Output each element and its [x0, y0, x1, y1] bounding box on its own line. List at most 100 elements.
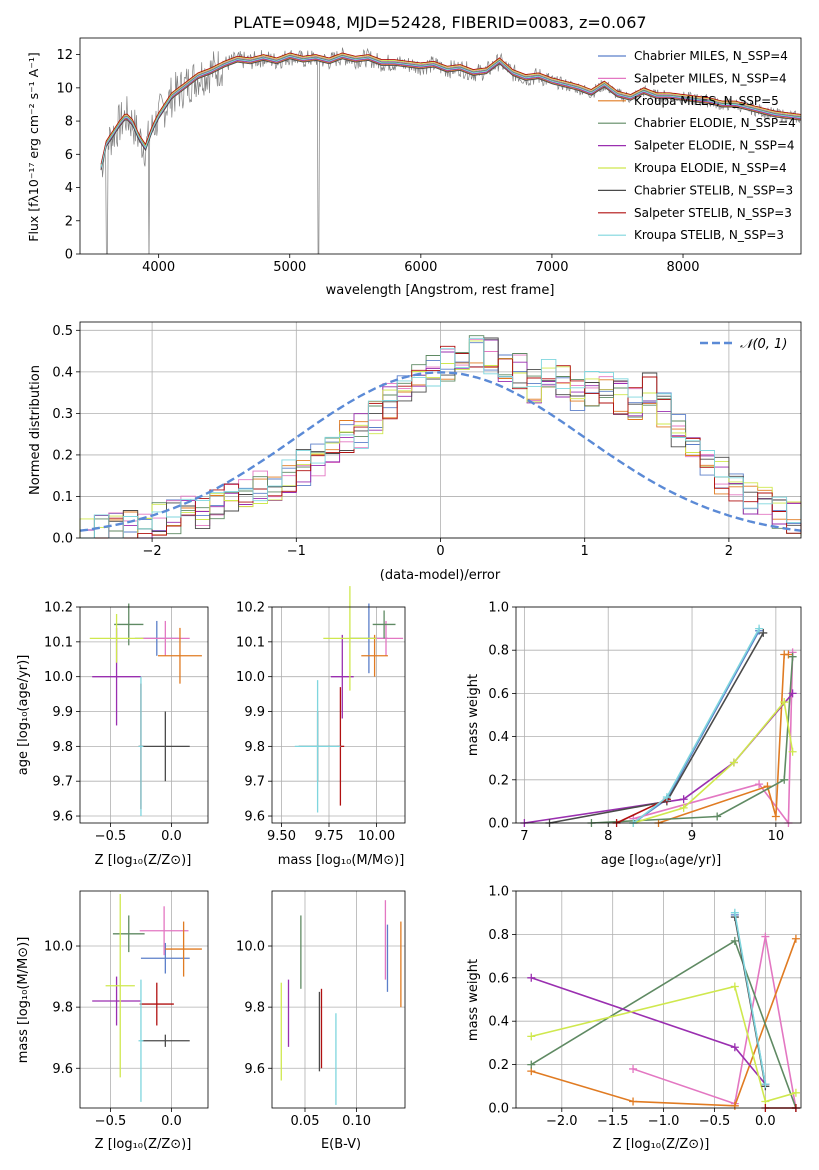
y-tick-label: 10.0 [44, 940, 73, 955]
x-tick-label: −2 [143, 544, 162, 559]
weight-line-8 [734, 912, 767, 1085]
x-tick-label: −1.5 [597, 1114, 629, 1129]
weight-line-8 [632, 628, 760, 824]
legend-label-normal: 𝒩(0, 1) [740, 337, 787, 352]
spectrum-ylabel: Flux [fλ10⁻¹⁷ erg cm⁻² s⁻¹ A⁻¹] [26, 52, 41, 241]
agemass-xlabel: mass [log₁₀(M/M⊙)] [278, 853, 405, 868]
y-tick-label: 9.8 [244, 1001, 265, 1016]
axes-frame [79, 321, 802, 539]
spectrum-lines [100, 47, 801, 254]
residual-histogram-plot: −2 −1 0 1 2 0.0 0.1 0.2 0.3 0.4 0.5 𝒩(0, 1) [52, 321, 802, 559]
x-tick-label: 8000 [666, 260, 699, 275]
weight-marker-1 [761, 932, 770, 941]
x-tick-label: −0.5 [95, 829, 127, 844]
y-tick-label: 9.6 [52, 810, 73, 825]
y-tick-label: 4 [65, 181, 73, 196]
legend-label-2: Kroupa MILES, N_SSP=5 [634, 94, 779, 108]
weight-marker-4 [730, 1043, 739, 1052]
weight-line-3 [591, 656, 794, 824]
wZ-xlabel: Z [log₁₀(Z/Z⊙)] [613, 1137, 710, 1152]
x-tick-label: 10.00 [358, 829, 395, 844]
x-tick-label: 8 [604, 829, 612, 844]
mass-weight-vs-metallicity-plot: −2.0 −1.5 −1.0 −0.5 0.0 0.0 0.2 0.4 0.6 0.8 1.0 [488, 885, 802, 1129]
y-tick-label: 10.1 [44, 635, 73, 650]
y-tick-label: 10.0 [44, 670, 73, 685]
weight-marker-5 [791, 1088, 800, 1097]
chart-title: PLATE=0948, MJD=52428, FIBERID=0083, z=0… [233, 13, 646, 32]
y-tick-label: 2 [65, 214, 73, 229]
y-tick-label: 9.7 [52, 775, 73, 790]
y-tick-label: 0.5 [52, 324, 73, 339]
weight-line-0 [632, 630, 760, 824]
y-tick-label: 0.6 [488, 687, 509, 702]
y-tick-label: 0 [65, 248, 73, 263]
weight-marker-3 [527, 1060, 536, 1069]
massZ-xlabel: Z [log₁₀(Z/Z⊙)] [95, 1137, 192, 1152]
mass-vs-ebv-plot: 0.05 0.10 9.6 9.8 10.0 [236, 890, 406, 1129]
model-line-7 [100, 52, 801, 165]
weight-marker-6 [759, 628, 768, 637]
model-line-1 [100, 54, 801, 166]
x-tick-label: 4000 [142, 260, 175, 275]
model-line-4 [100, 56, 801, 169]
y-tick-label: 9.6 [52, 1062, 73, 1077]
y-tick-label: 0.2 [488, 1058, 509, 1073]
x-tick-label: −1 [287, 544, 306, 559]
x-tick-label: −1.0 [648, 1114, 680, 1129]
x-tick-label: −0.5 [95, 1114, 127, 1129]
weight-marker-2 [730, 1101, 739, 1110]
x-tick-label: 0 [436, 544, 444, 559]
x-tick-label: −2.0 [546, 1114, 578, 1129]
x-tick-label: 2 [725, 544, 733, 559]
weight-marker-8 [761, 1080, 770, 1089]
weight-marker-2 [771, 812, 780, 821]
x-tick-label: 10 [768, 829, 785, 844]
weight-marker-1 [755, 780, 764, 789]
y-tick-label: 9.8 [52, 740, 73, 755]
y-tick-label: 0.3 [52, 407, 73, 422]
y-tick-label: 10.0 [236, 940, 265, 955]
x-tick-label: 9.50 [267, 829, 296, 844]
legend-label-5: Kroupa ELODIE, N_SSP=4 [634, 161, 787, 175]
weight-marker-5 [729, 758, 738, 767]
weight-marker-5 [730, 982, 739, 991]
axes-frame [515, 606, 802, 824]
y-tick-label: 9.8 [52, 1001, 73, 1016]
age-vs-mass-plot: 9.50 9.75 10.00 9.6 9.7 9.8 9.9 10.0 10.1 10.2 [236, 586, 406, 844]
legend-label-0: Chabrier MILES, N_SSP=4 [634, 49, 788, 63]
wage-ylabel: mass weight [466, 674, 481, 756]
weight-line-1 [633, 652, 794, 826]
x-tick-label: 6000 [404, 260, 437, 275]
weight-marker-3 [780, 775, 789, 784]
y-tick-label: 9.6 [244, 810, 265, 825]
weight-marker-2 [629, 1097, 638, 1106]
weight-marker-5 [780, 698, 789, 707]
y-tick-label: 10.2 [44, 601, 73, 616]
weight-marker-8 [662, 793, 671, 802]
weight-marker-2 [791, 934, 800, 943]
y-tick-label: 9.9 [244, 705, 265, 720]
axes-frame [515, 890, 802, 1109]
weight-marker-4 [788, 689, 797, 698]
spectrum-xlabel: wavelength [Angstrom, rest frame] [326, 283, 555, 298]
y-tick-label: 10.2 [236, 601, 265, 616]
y-tick-label: 0.4 [52, 365, 73, 380]
y-tick-label: 1.0 [488, 601, 509, 616]
weight-marker-5 [679, 803, 688, 812]
weight-marker-8 [730, 908, 739, 917]
weight-line-5 [531, 985, 797, 1103]
y-tick-label: 0.8 [488, 928, 509, 943]
y-tick-label: 0.2 [488, 773, 509, 788]
axes-frame [271, 890, 406, 1109]
age-vs-metallicity-plot: −0.5 0.0 9.6 9.7 9.8 9.9 10.0 10.1 10.2 [44, 601, 209, 844]
x-tick-label: 0.05 [291, 1114, 320, 1129]
model-line-3 [100, 54, 801, 167]
x-tick-label: 0.0 [161, 1114, 182, 1129]
legend-label-6: Chabrier STELIB, N_SSP=3 [634, 183, 793, 197]
legend-label-8: Kroupa STELIB, N_SSP=3 [634, 228, 784, 242]
weight-marker-5 [788, 747, 797, 756]
y-tick-label: 10 [56, 81, 73, 96]
y-tick-label: 8 [65, 115, 73, 130]
mass-weight-vs-age-plot: 7 8 9 10 0.0 0.2 0.4 0.6 0.8 1.0 [488, 601, 802, 844]
